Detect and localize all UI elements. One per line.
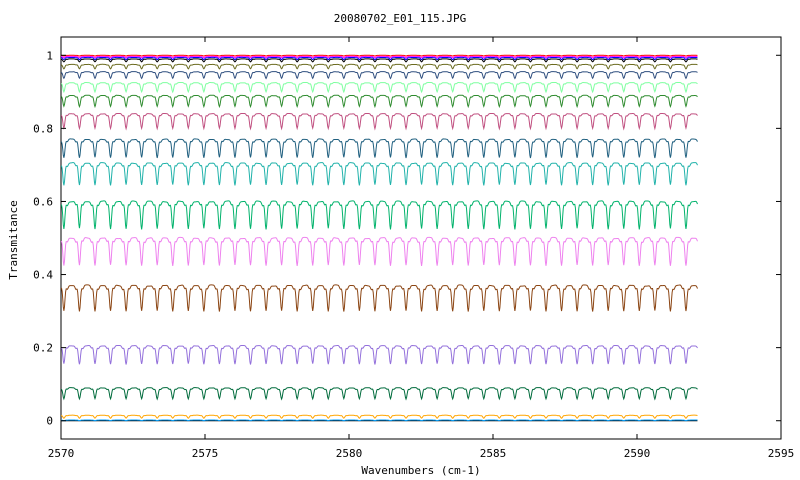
x-axis-label: Wavenumbers (cm-1)	[361, 464, 480, 477]
y-tick-label: 0.2	[33, 342, 53, 355]
y-tick-label: 0	[46, 415, 53, 428]
series-line	[60, 58, 698, 63]
x-tick-label: 2595	[768, 447, 795, 460]
series-line	[60, 138, 698, 159]
series-line	[61, 56, 698, 61]
x-tick-label: 2570	[48, 447, 75, 460]
series-line	[60, 344, 698, 365]
series-line	[60, 81, 698, 94]
x-axis-ticks: 2570 2575 2580 2585 2590 2595	[48, 37, 795, 460]
plot-frame	[60, 36, 782, 440]
series-layer	[60, 54, 698, 422]
series-line	[60, 94, 698, 109]
y-tick-label: 0.6	[33, 195, 53, 208]
x-tick-label: 2580	[336, 447, 363, 460]
y-axis-label: Transmitance	[7, 200, 20, 279]
series-line	[60, 63, 698, 70]
x-tick-label: 2590	[624, 447, 651, 460]
y-tick-label: 1	[46, 49, 53, 62]
series-line	[60, 200, 698, 230]
series-line	[61, 54, 698, 57]
series-line	[60, 71, 698, 80]
series-line	[60, 236, 698, 267]
series-line	[61, 55, 698, 59]
chart-title: 20080702_E01_115.JPG	[334, 12, 466, 25]
series-line	[60, 284, 698, 312]
y-tick-label: 0.8	[33, 122, 53, 135]
x-tick-label: 2575	[192, 447, 219, 460]
series-line	[60, 112, 698, 131]
series-line	[61, 419, 698, 422]
series-line	[60, 162, 698, 186]
series-line	[60, 414, 698, 419]
x-tick-label: 2585	[480, 447, 507, 460]
y-tick-label: 0.4	[33, 269, 53, 282]
y-axis-ticks: 0 0.2 0.4 0.6 0.8 1	[33, 49, 781, 428]
series-line	[61, 387, 698, 401]
